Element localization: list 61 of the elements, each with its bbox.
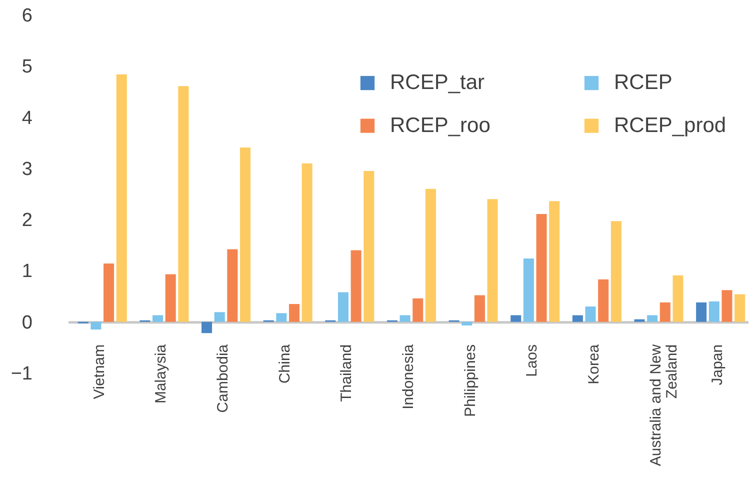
bar: [660, 302, 670, 322]
bar: [610, 221, 622, 322]
x-tick-label: Japan: [709, 344, 726, 386]
y-tick-label: 5: [22, 56, 32, 78]
bar: [572, 315, 583, 322]
bar: [400, 315, 410, 322]
legend-label: RCEP: [614, 71, 672, 94]
y-tick-label: −1: [10, 364, 32, 384]
bar: [214, 312, 225, 322]
bar: [412, 298, 424, 322]
bar: [536, 214, 547, 322]
x-tick-label: Korea: [585, 344, 602, 384]
bar: [549, 201, 560, 322]
bar: [364, 170, 374, 322]
x-tick-label: Malaysia: [152, 344, 170, 404]
bar: [523, 258, 534, 322]
bar: [240, 147, 251, 322]
y-tick-label: 1: [22, 261, 32, 282]
bar: [302, 163, 312, 322]
legend-label: RCEP_roo: [390, 114, 490, 137]
bar: [722, 290, 732, 322]
bar: [510, 315, 522, 322]
y-tick-label: 4: [22, 108, 33, 129]
legend-label: RCEP_prod: [614, 114, 726, 137]
bar: [276, 313, 287, 322]
x-tick-label: Thailand: [338, 344, 356, 402]
x-tick-label: Philippines: [462, 344, 479, 417]
bar: [425, 188, 436, 322]
bar: [696, 302, 707, 322]
x-tick-label: Vietnam: [90, 344, 108, 400]
bar: [90, 322, 102, 330]
bar: [585, 306, 596, 322]
bar: [116, 74, 127, 322]
bar: [104, 264, 114, 322]
bar: [734, 294, 746, 322]
bar: [598, 279, 609, 322]
y-tick-label: 0: [22, 312, 32, 334]
x-tick-label: Australia and New Zealand: [647, 344, 680, 466]
x-tick-label: Indonesia: [400, 344, 417, 410]
bar: [178, 86, 189, 322]
bar: [708, 301, 720, 322]
bar: [165, 274, 176, 322]
y-tick-label: 2: [22, 210, 32, 232]
bar: [152, 315, 164, 322]
bar: [227, 249, 238, 322]
bar: [647, 315, 658, 322]
x-tick-label: Cambodia: [214, 344, 232, 413]
legend-label: RCEP_tar: [390, 71, 485, 94]
bar: [672, 275, 684, 322]
bar: [288, 304, 300, 322]
y-tick-label: 3: [22, 158, 32, 180]
bar: [487, 199, 498, 322]
x-tick-label: Laos: [524, 344, 541, 377]
bar: [474, 295, 485, 322]
bar: [634, 319, 645, 322]
bar: [350, 250, 362, 322]
y-tick-label: 6: [22, 6, 32, 26]
bar: [462, 322, 472, 326]
bar: [202, 322, 212, 334]
x-tick-label: China: [276, 344, 294, 384]
bar: [338, 292, 348, 322]
